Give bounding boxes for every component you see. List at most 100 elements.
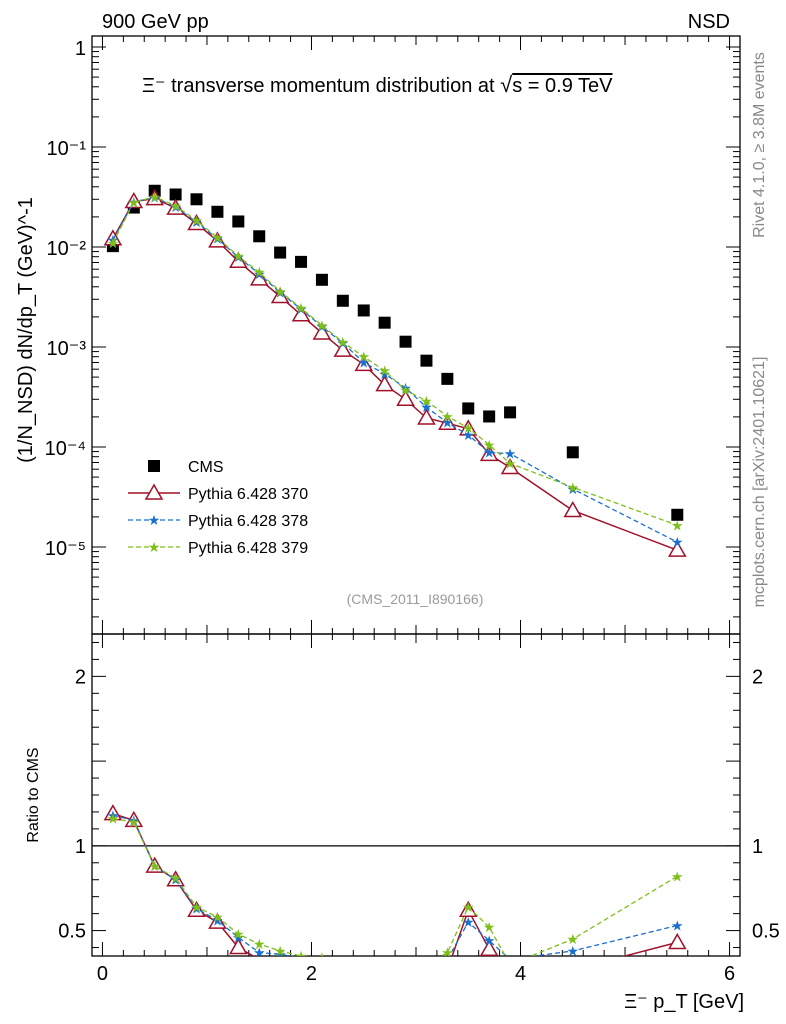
main-point-1-10 [312, 323, 332, 340]
ratio-point-1-20: ★ [566, 943, 579, 959]
main-series-3: ★ ★ ★ ★ ★ ★ ★ ★ ★ ★ ★ ★ ★ ★ ★ ★ ★ ★ ★ ★ ★ ★ [107, 189, 684, 533]
legend-cms-marker [148, 460, 160, 472]
ratio-ytick-label-1: 1 [75, 836, 86, 858]
main-point-3-6: ★ [232, 248, 245, 264]
ratio-series-2: ★ ★★★★★★★ ★ ★ ★ ★★★★★ [107, 811, 684, 966]
main-series-0 [106, 184, 684, 521]
analysis-tag: (CMS_2011_I890166) [347, 591, 484, 607]
header-energy-label: 900 GeV pp [102, 11, 209, 33]
ratio-series-layer: ★ ★★★★★★★ ★ ★★★★★★ ★★★★★★★ ★ ★ ★ ★★★★★ [103, 804, 687, 966]
main-point-1-5 [208, 231, 227, 248]
main-point-3-21: ★ [671, 517, 684, 533]
ratio-series-1: ★ ★★★★★★★ ★ ★★★★★ [107, 807, 684, 966]
ratio-y-tick-labels: 0.5 1 2 0.5 1 2 [58, 666, 780, 942]
ratio-point-2-6: ★ [232, 926, 245, 942]
legend-370-label: Pythia 6.428 370 [188, 486, 308, 503]
main-point-3-10: ★ [316, 317, 329, 333]
ratio-point-1-5: ★ [211, 912, 224, 928]
main-point-0-6 [232, 215, 245, 228]
main-point-1-20 [563, 500, 583, 518]
xtick-label-0: 0 [97, 963, 108, 985]
ratio-point-1-18: ★ [483, 933, 496, 949]
main-ytick-label-0.01: 10⁻² [47, 238, 87, 260]
legend-378-label: Pythia 6.428 378 [188, 513, 308, 530]
main-y-tick-labels: 1 10⁻¹ 10⁻² 10⁻³ 10⁻⁴ 10⁻⁵ [45, 38, 87, 560]
ratio-point-2-3: ★ [169, 870, 182, 886]
ratio-point-2-18: ★ [483, 919, 496, 935]
rivet-version-label: Rivet 4.1.0, ≥ 3.8M events [751, 52, 768, 238]
ratio-point-2-2: ★ [148, 858, 161, 874]
main-point-0-8 [274, 246, 287, 259]
main-point-1-1 [124, 192, 144, 209]
main-point-0-3 [169, 188, 182, 201]
ratio-point-1-7: ★ [253, 945, 266, 961]
main-point-0-15 [420, 354, 433, 367]
main-point-1-15 [417, 408, 436, 425]
ratio-axis-ticks [92, 634, 740, 956]
main-y-axis-label: (1/N_NSD) dN/dp_T (GeV)^-1 [15, 197, 37, 463]
legend-entry-pythia-370: Pythia 6.428 370 [128, 483, 308, 503]
main-point-3-19: ★ [504, 455, 517, 471]
main-point-1-21 [667, 540, 687, 557]
main-point-2-9: ★ [295, 301, 308, 317]
main-panel: 1 10⁻¹ 10⁻² 10⁻³ 10⁻⁴ 10⁻⁵ Ξ⁻ transverse… [15, 35, 768, 635]
mcplots-source-label: mcplots.cern.ch [arXiv:2401.10621] [751, 357, 768, 608]
main-point-3-2: ★ [148, 189, 161, 205]
main-point-3-15: ★ [420, 393, 433, 409]
ratio-point-2-20: ★ [566, 931, 579, 947]
main-ytick-label-1e-4: 10⁻⁴ [45, 438, 86, 460]
ratio-point-2-7: ★ [253, 936, 266, 952]
main-point-0-12 [357, 304, 370, 317]
main-point-1-12 [354, 354, 374, 372]
main-point-2-16: ★ [441, 415, 454, 431]
ratio-point-0-17 [458, 900, 478, 917]
ratio-point-1-2: ★ [148, 858, 161, 874]
main-point-0-18 [483, 410, 496, 423]
legend-378-marker: ★ [148, 512, 161, 528]
ratio-point-1-4: ★ [190, 901, 203, 917]
legend-entry-cms: CMS [148, 459, 224, 476]
xtick-label-6: 6 [724, 963, 735, 985]
ratio-point-2-1: ★ [128, 814, 141, 830]
sqrt-sign: √ [500, 72, 513, 97]
main-point-1-14 [396, 389, 415, 407]
main-point-0-11 [336, 294, 349, 307]
ratio-point-2-4: ★ [190, 899, 203, 915]
main-point-2-8: ★ [274, 285, 287, 301]
xtick-label-2: 2 [306, 963, 317, 985]
main-point-2-0: ★ [107, 232, 120, 248]
main-point-3-13: ★ [378, 363, 391, 379]
ratio-point-1-6: ★ [232, 929, 245, 945]
legend-379-marker: ★ [148, 539, 161, 555]
main-point-3-17: ★ [462, 420, 475, 436]
chart-title: Ξ⁻ transverse momentum distribution at √… [142, 72, 613, 97]
ratio-panel: ★ ★★★★★★★ ★ ★★★★★★ ★★★★★★★ ★ ★ ★ ★★★★★ 0.5 1 2 0… [25, 633, 780, 1013]
ratio-point-2-10: ★ [316, 950, 329, 966]
ratio-point-0-18 [479, 939, 499, 956]
main-point-2-1: ★ [128, 194, 141, 210]
header-process-label: NSD [688, 11, 730, 33]
ratio-plot-frame [91, 633, 741, 957]
main-series-line-3 [112, 196, 678, 526]
chart-title-post: s = 0.9 TeV [512, 75, 613, 97]
legend-cms-label: CMS [188, 459, 224, 476]
ratio-series-line-2 [112, 818, 678, 956]
main-point-0-21 [671, 508, 684, 521]
main-series-layer: ★★ ★★★★★★★★★★★★★★★★★ ★★★★★ ★★★★★★★★★★★★★★★★… [103, 184, 687, 557]
main-point-2-12: ★ [357, 354, 370, 370]
main-point-0-13 [378, 316, 391, 329]
main-point-0-14 [399, 335, 412, 348]
main-point-3-20: ★ [566, 479, 579, 495]
main-point-2-13: ★ [378, 366, 391, 382]
main-point-3-9: ★ [295, 300, 308, 316]
main-point-3-4: ★ [190, 213, 203, 229]
main-point-2-3: ★ [169, 199, 182, 215]
main-point-3-14: ★ [399, 382, 412, 398]
ratio-point-2-9: ★ [295, 948, 308, 964]
ratio-ytick-label-right-1: 1 [752, 836, 763, 858]
ratio-point-1-9: ★ [295, 950, 308, 966]
main-point-3-8: ★ [274, 283, 287, 299]
ratio-series-line-1 [112, 814, 678, 956]
main-ytick-label-1: 1 [75, 38, 86, 60]
ratio-point-0-6 [229, 938, 248, 955]
